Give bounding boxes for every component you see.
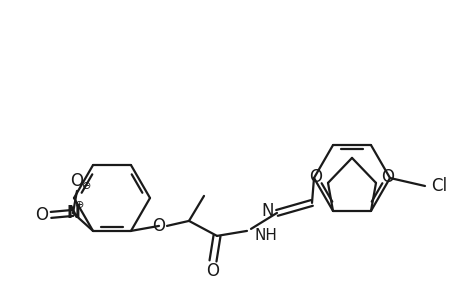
Text: ⊖: ⊖ [82,181,91,191]
Text: O: O [206,262,219,280]
Text: NH: NH [254,228,277,243]
Text: ⊕: ⊕ [75,200,84,210]
Text: O: O [35,206,48,224]
Text: Cl: Cl [430,177,446,195]
Text: O: O [381,168,394,186]
Text: N: N [66,204,80,222]
Text: O: O [70,172,84,190]
Text: N: N [261,202,274,220]
Text: O: O [152,217,165,235]
Text: O: O [309,168,322,186]
